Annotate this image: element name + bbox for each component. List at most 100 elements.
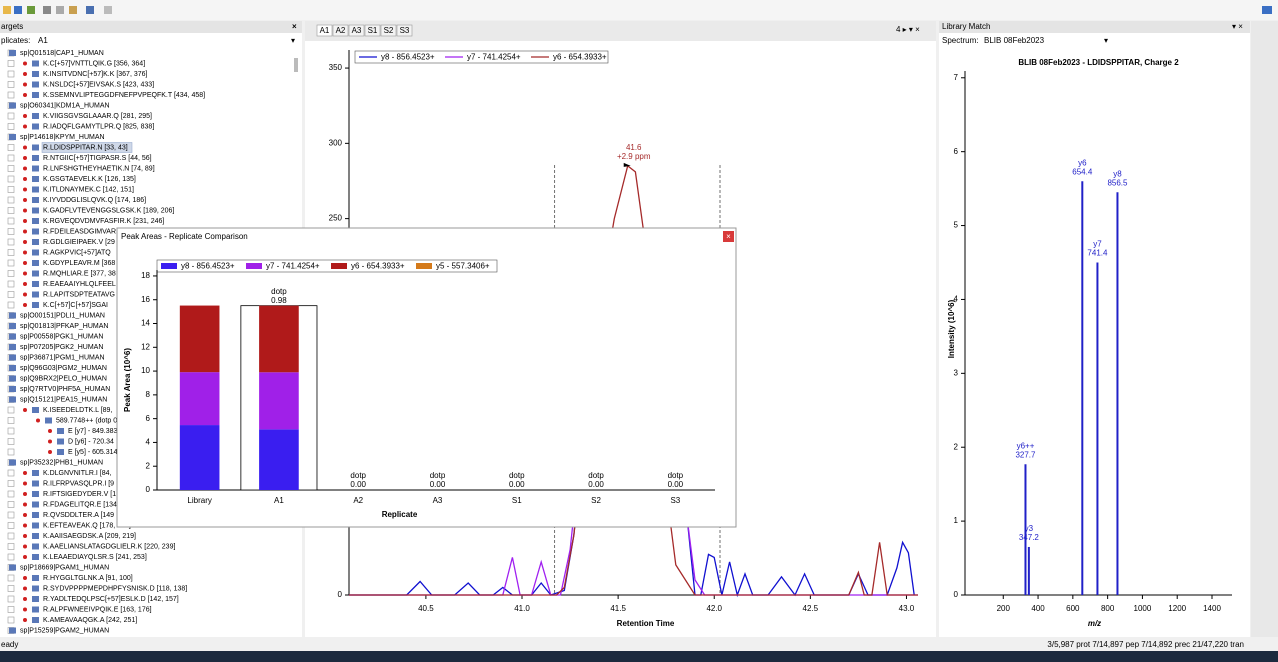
protein-node[interactable]: sp|Q01518|CAP1_HUMAN <box>20 50 104 57</box>
close-button[interactable] <box>723 231 734 242</box>
expander[interactable] <box>7 532 15 540</box>
protein-node[interactable]: sp|P35232|PHB1_HUMAN <box>20 459 103 466</box>
expander[interactable] <box>7 301 15 309</box>
protein-node[interactable]: sp|P07205|PGK2_HUMAN <box>20 344 103 351</box>
peptide-node[interactable]: R.EAEAAIYHLQLFEEL <box>43 281 116 288</box>
protein-node[interactable]: sp|Q9BRX2|PELO_HUMAN <box>20 375 107 382</box>
expander[interactable] <box>7 196 15 204</box>
tab-label[interactable]: A2 <box>336 26 346 35</box>
peptide-node[interactable]: K.LEAAEDIAYQLSR.S [241, 253] <box>43 554 147 561</box>
peptide-node[interactable]: R.MQHLIAR.E [377, 38 <box>43 270 116 277</box>
peptide-node[interactable]: K.ITLDNAYMEK.C [142, 151] <box>43 186 134 193</box>
expander[interactable] <box>7 438 15 445</box>
peptide-node[interactable]: R.HYGGLTGLNK.A [91, 100] <box>43 575 133 582</box>
expander[interactable] <box>7 585 15 592</box>
peptide-node[interactable]: K.RGVEQDVDMVFASFIR.K [231, 246] <box>43 218 164 225</box>
peptide-node[interactable]: K.AMEAVAAQGK.A [242, 251] <box>43 617 137 624</box>
redo-icon[interactable] <box>104 6 112 14</box>
peptide-node[interactable]: R.NTGIIC[+57]TIGPASR.S [44, 56] <box>43 155 152 162</box>
tab[interactable] <box>316 24 333 37</box>
paste-icon[interactable] <box>69 6 77 14</box>
peptide-node[interactable]: R.ILFRPVASQLPR.I [9 <box>43 480 114 487</box>
dropdown-arrow[interactable]: ▾ <box>1104 36 1108 45</box>
peptide-node[interactable]: R.LDIDSPPITAR.N [33, 43] <box>43 144 128 151</box>
peptide-node[interactable]: K.GSGTAEVELK.K [126, 135] <box>43 176 136 183</box>
spectrum-dropdown[interactable]: BLIB 08Feb2023 <box>984 36 1045 45</box>
expander[interactable] <box>7 123 15 130</box>
peptide-node[interactable]: K.DLGNVNITLR.I [84, <box>43 470 112 477</box>
tab-label[interactable]: S3 <box>400 26 410 35</box>
expander[interactable] <box>7 616 15 624</box>
expander[interactable] <box>7 207 15 214</box>
expander[interactable] <box>7 291 15 298</box>
peptide-node[interactable]: R.YADLTEDQLPSC[+57]ESLK.D [142, 157] <box>43 596 179 603</box>
tab[interactable] <box>348 24 365 37</box>
peptide-node[interactable]: K.VIIGSGVSGLAAAR.Q [281, 295] <box>43 113 152 120</box>
expander[interactable] <box>7 186 15 193</box>
close-icon[interactable]: × <box>726 232 731 241</box>
peptide-node[interactable]: R.FDEILEASDGIMVAR <box>43 228 116 235</box>
undo-icon[interactable] <box>86 6 94 14</box>
open-icon[interactable] <box>3 6 11 14</box>
peptide-node[interactable]: R.FDAGELITQR.E [134 <box>43 501 117 508</box>
peptide-node[interactable]: K.AAELIANSLATAGDGLIELR.K [220, 239] <box>43 543 175 550</box>
view-icon[interactable] <box>1262 6 1272 14</box>
tab[interactable] <box>332 24 349 37</box>
expander[interactable] <box>7 417 15 424</box>
protein-node[interactable]: sp|P36871|PGM1_HUMAN <box>20 354 105 361</box>
expander[interactable] <box>7 427 15 435</box>
peptide-node[interactable]: R.IFTSIGEDYDER.V [1 <box>43 491 116 498</box>
peptide-node[interactable]: R.QVSDDLTER.A [149 <box>43 512 114 519</box>
copy-icon[interactable] <box>56 6 64 14</box>
peptide-node[interactable]: K.AAIISAEGDSK.A [209, 219] <box>43 533 136 540</box>
import-icon[interactable] <box>27 6 35 14</box>
transition-node[interactable]: D [y6] - 720.34 <box>68 438 114 445</box>
tab[interactable] <box>364 24 381 37</box>
peptide-node[interactable]: K.C[+57]C[+57]SGAI <box>43 302 108 309</box>
expander[interactable] <box>7 154 15 162</box>
peptide-node[interactable]: K.GADFLVTEVENGGSLGSK.K [189, 206] <box>43 207 174 214</box>
peptide-node[interactable]: R.IADQFLGAMYTLPR.Q [825, 838] <box>43 123 154 130</box>
cut-icon[interactable] <box>43 6 51 14</box>
tab-label[interactable]: S2 <box>384 26 394 35</box>
expander[interactable] <box>7 448 15 456</box>
expander[interactable] <box>7 238 15 246</box>
expander[interactable] <box>7 480 15 487</box>
peptide-node[interactable]: R.LAPITSDPTEATAVG <box>43 291 115 298</box>
expander[interactable] <box>7 543 15 550</box>
tab-label[interactable]: A1 <box>320 26 330 35</box>
expander[interactable] <box>7 501 15 508</box>
expander[interactable] <box>7 60 15 67</box>
expander[interactable] <box>7 490 15 498</box>
replicate-dropdown[interactable]: A1 <box>38 36 48 45</box>
expander[interactable] <box>7 469 15 477</box>
protein-node[interactable]: sp|O60341|KDM1A_HUMAN <box>20 102 110 109</box>
peptide-node[interactable]: R.GDLGIEIPAEK.V [29 <box>43 239 115 246</box>
protein-node[interactable]: sp|P00558|PGK1_HUMAN <box>20 333 103 340</box>
protein-node[interactable]: sp|O00151|PDLI1_HUMAN <box>20 312 105 319</box>
peptide-node[interactable]: R.AGKPVIC[+57]ATQ <box>43 249 111 256</box>
expander[interactable] <box>7 144 15 151</box>
protein-node[interactable]: sp|Q7RTV0|PHF5A_HUMAN <box>20 386 110 393</box>
dropdown-arrow[interactable]: ▾ <box>291 36 295 45</box>
tab-label[interactable]: A3 <box>352 26 362 35</box>
expander[interactable] <box>7 606 15 613</box>
peptide-node[interactable]: K.EFTEAVEAK.Q [178, 186] <box>43 522 131 529</box>
tab[interactable] <box>380 24 397 37</box>
expander[interactable] <box>7 70 15 78</box>
panel-controls[interactable]: ▾ × <box>1232 22 1243 31</box>
expander[interactable] <box>7 259 15 267</box>
expander[interactable] <box>7 165 15 172</box>
peptide-node[interactable]: R.LNFSHGTHEYHAETIK.N [74, 89] <box>43 165 155 172</box>
transition-node[interactable]: E [y5] - 605.314 <box>68 449 118 456</box>
expander[interactable] <box>7 175 15 183</box>
expander[interactable] <box>7 217 15 225</box>
expander[interactable] <box>7 595 15 603</box>
expander[interactable] <box>7 91 15 99</box>
expander[interactable] <box>7 249 15 256</box>
precursor-node[interactable]: 589.7748++ (dotp 0 <box>56 417 117 424</box>
protein-node[interactable]: sp|Q96G03|PGM2_HUMAN <box>20 365 107 372</box>
expander[interactable] <box>7 522 15 529</box>
expander[interactable] <box>7 112 15 120</box>
scrollbar[interactable] <box>294 58 298 72</box>
